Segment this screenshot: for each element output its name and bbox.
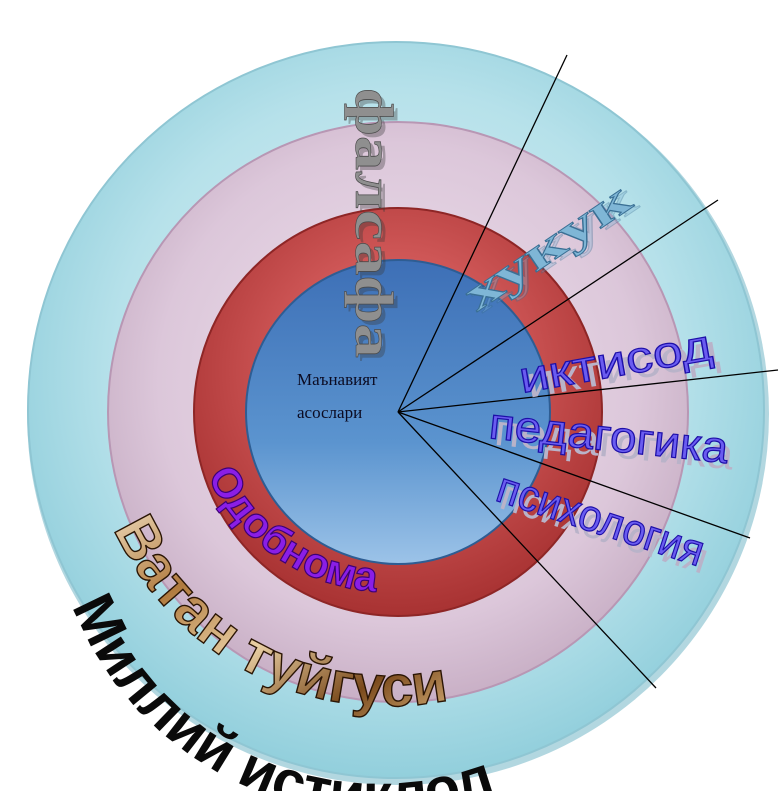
center-label-line1: Маънавият <box>297 370 378 389</box>
falsafa-shadow: фалсафа <box>348 92 408 362</box>
ray-5 <box>397 411 657 689</box>
ray-4 <box>397 411 751 539</box>
ray-2 <box>397 199 719 413</box>
label-falsafa: фалсафа <box>344 88 404 358</box>
ray-1 <box>397 54 568 413</box>
ray-3 <box>397 369 779 413</box>
rays <box>397 54 779 689</box>
center-label-line2: асослари <box>297 403 362 422</box>
